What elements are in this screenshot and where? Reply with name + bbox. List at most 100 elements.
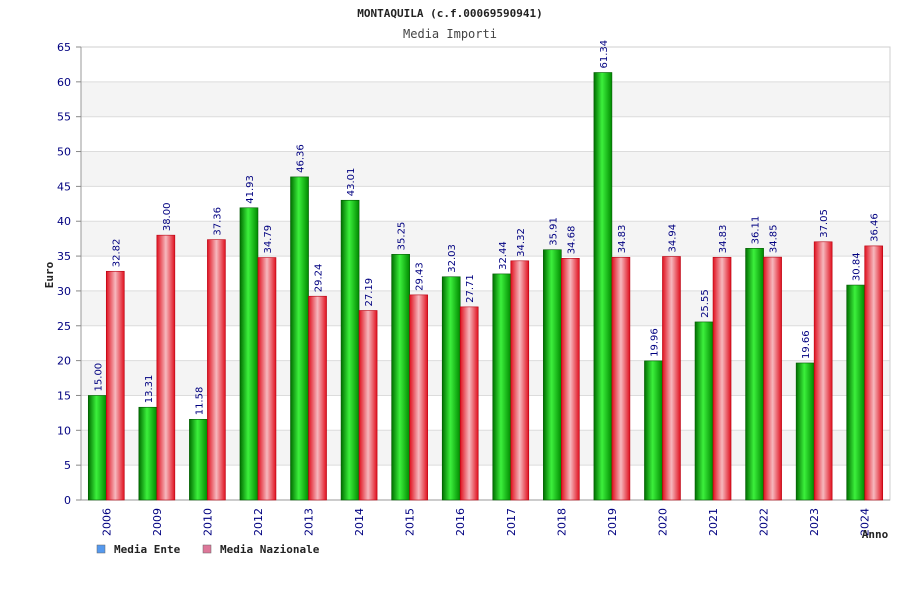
x-tick-label: 2019	[606, 508, 619, 536]
value-label: 25.55	[700, 289, 711, 318]
bar-media-nazionale-2023	[813, 241, 833, 501]
chart-subtitle: Media Importi	[403, 27, 497, 41]
value-label: 29.43	[415, 262, 426, 291]
x-tick-label: 2021	[707, 508, 720, 536]
bar-media-ente-2010	[189, 418, 208, 501]
bar-media-nazionale-2016	[459, 306, 479, 501]
bar-media-nazionale-2012	[257, 257, 277, 501]
value-label: 34.85	[769, 224, 780, 253]
y-tick-label: 5	[64, 459, 71, 472]
value-label: 37.36	[212, 207, 223, 236]
value-label: 61.34	[599, 40, 610, 69]
value-label: 37.05	[819, 209, 830, 238]
y-tick-label: 60	[57, 76, 71, 89]
x-tick-label: 2009	[151, 508, 164, 536]
x-tick-label: 2017	[505, 508, 518, 536]
x-tick-label: 2024	[859, 508, 872, 536]
value-label: 27.71	[465, 274, 476, 303]
x-tick-label: 2010	[201, 508, 214, 536]
bar-media-ente-2014	[340, 199, 360, 501]
bars	[87, 72, 884, 501]
plot-band	[81, 47, 890, 82]
bar-media-nazionale-2006	[105, 270, 125, 501]
y-tick-label: 30	[57, 285, 71, 298]
value-label: 30.84	[852, 252, 863, 281]
legend: Media Ente Media Nazionale	[96, 543, 320, 556]
y-tick-label: 55	[57, 111, 71, 124]
bar-media-nazionale-2014	[358, 310, 378, 501]
value-label: 11.58	[194, 387, 205, 416]
y-tick-label: 65	[57, 41, 71, 54]
y-tick-label: 45	[57, 180, 71, 193]
y-axis-label: Euro	[43, 261, 56, 288]
x-tick-label: 2006	[100, 508, 113, 536]
bar-media-nazionale-2024	[864, 245, 884, 501]
legend-label-media-nazionale: Media Nazionale	[220, 543, 320, 556]
x-axis-ticks: 2006 2009 2010 2012 2013 2014 2015 2016 2017 2018…	[100, 508, 871, 536]
y-tick-label: 10	[57, 424, 71, 437]
bar-media-nazionale-2020	[662, 256, 681, 501]
x-tick-label: 2023	[808, 508, 821, 536]
plot-band	[81, 81, 890, 117]
value-label: 36.46	[870, 213, 881, 242]
value-label: 36.11	[751, 216, 762, 245]
legend-swatch-media-nazionale	[202, 544, 212, 554]
x-tick-label: 2018	[555, 508, 568, 536]
y-tick-label: 50	[57, 146, 71, 159]
value-label: 35.25	[397, 222, 408, 251]
y-tick-label: 0	[64, 494, 71, 507]
bar-media-ente-2018	[543, 249, 562, 501]
value-label: 32.03	[447, 244, 458, 273]
legend-swatch-media-ente	[96, 544, 106, 554]
legend-label-media-ente: Media Ente	[114, 543, 181, 556]
value-label: 34.68	[566, 226, 577, 255]
value-label: 34.79	[263, 225, 274, 254]
value-label: 38.00	[162, 203, 173, 232]
value-label: 41.93	[245, 175, 256, 204]
bar-media-ente-2021	[694, 321, 714, 501]
bar-media-ente-2009	[138, 406, 158, 501]
bar-media-ente-2015	[391, 254, 410, 501]
value-label: 46.36	[296, 144, 307, 173]
value-label: 29.24	[314, 264, 325, 293]
y-tick-label: 20	[57, 355, 71, 368]
plot-band	[81, 151, 890, 187]
value-label: 15.00	[93, 363, 104, 392]
value-label: 34.83	[617, 225, 628, 254]
bar-media-ente-2017	[492, 273, 512, 501]
plot-band	[81, 116, 890, 152]
bar-media-nazionale-2017	[510, 260, 530, 501]
value-label: 27.19	[364, 278, 375, 307]
value-label: 34.83	[718, 225, 729, 254]
y-tick-label: 35	[57, 250, 71, 263]
value-label: 35.91	[548, 217, 559, 246]
x-tick-label: 2014	[353, 508, 366, 536]
y-tick-label: 25	[57, 320, 71, 333]
x-tick-label: 2015	[404, 508, 417, 536]
bar-media-nazionale-2021	[712, 256, 732, 501]
y-tick-label: 40	[57, 215, 71, 228]
y-tick-label: 15	[57, 389, 71, 402]
x-tick-label: 2012	[252, 508, 265, 536]
plot-band	[81, 186, 890, 222]
bar-media-ente-2013	[290, 176, 309, 501]
value-label: 34.32	[516, 228, 527, 257]
bar-media-ente-2012	[239, 207, 259, 501]
chart-title: MONTAQUILA (c.f.00069590941)	[357, 7, 542, 20]
value-label: 19.66	[801, 330, 812, 359]
value-labels: 15.00 32.82 13.31 38.00 11.58 37.36 41.93 34.79…	[93, 40, 880, 415]
value-label: 19.96	[649, 328, 660, 357]
x-axis-label: Anno	[862, 528, 889, 541]
bar-media-nazionale-2009	[156, 234, 176, 501]
x-tick-label: 2016	[454, 508, 467, 536]
bar-media-ente-2006	[87, 395, 107, 501]
value-label: 34.94	[667, 224, 678, 253]
bar-media-ente-2022	[745, 248, 764, 501]
bar-media-nazionale-2013	[308, 295, 327, 501]
x-tick-label: 2020	[656, 508, 669, 536]
bar-media-ente-2024	[846, 284, 866, 501]
value-label: 32.44	[498, 241, 509, 270]
bar-media-nazionale-2010	[207, 239, 226, 501]
